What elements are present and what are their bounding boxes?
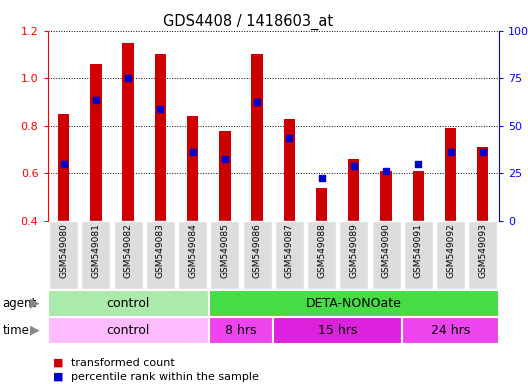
Point [188,149,197,155]
Bar [445,128,456,221]
Text: GSM549085: GSM549085 [220,223,229,278]
Text: GSM549080: GSM549080 [59,223,68,278]
Bar [251,55,263,221]
Point [382,168,390,174]
FancyBboxPatch shape [242,222,271,289]
Text: GSM549081: GSM549081 [91,223,100,278]
Bar [58,114,69,221]
Text: GSM549092: GSM549092 [446,223,455,278]
Text: GSM549083: GSM549083 [156,223,165,278]
Bar [48,290,209,317]
Bar [402,317,499,344]
Bar [413,171,424,221]
Text: GSM549088: GSM549088 [317,223,326,278]
Point [124,75,133,81]
Point [156,106,165,112]
Text: GSM549091: GSM549091 [414,223,423,278]
Point [478,149,487,155]
Text: GSM549086: GSM549086 [252,223,261,278]
Text: 15 hrs: 15 hrs [318,324,357,337]
Bar [477,147,488,221]
Point [60,161,68,167]
Point [414,161,422,167]
Bar [381,171,392,221]
FancyBboxPatch shape [404,222,433,289]
FancyBboxPatch shape [49,222,78,289]
Text: DETA-NONOate: DETA-NONOate [306,297,402,310]
Text: ■: ■ [53,372,63,382]
Bar [90,64,101,221]
Text: GSM549082: GSM549082 [124,223,133,278]
Bar [155,55,166,221]
Text: GSM549090: GSM549090 [382,223,391,278]
FancyBboxPatch shape [468,222,497,289]
Text: control: control [107,297,150,310]
Bar [187,116,199,221]
FancyBboxPatch shape [114,222,143,289]
FancyBboxPatch shape [340,222,369,289]
Text: GSM549084: GSM549084 [188,223,197,278]
FancyBboxPatch shape [275,222,304,289]
Bar [209,317,274,344]
Text: 24 hrs: 24 hrs [431,324,470,337]
Text: transformed count: transformed count [71,358,175,368]
Bar [348,159,360,221]
Point [317,175,326,181]
FancyBboxPatch shape [210,222,239,289]
Point [221,156,229,162]
Text: agent: agent [3,297,37,310]
Bar [48,317,209,344]
Bar [316,187,327,221]
Text: GSM549089: GSM549089 [350,223,359,278]
Text: time: time [3,324,30,337]
Text: GSM549087: GSM549087 [285,223,294,278]
Point [253,99,261,105]
FancyBboxPatch shape [307,222,336,289]
Bar [284,119,295,221]
FancyBboxPatch shape [81,222,110,289]
Point [446,149,455,155]
Point [92,96,100,103]
Text: GSM549093: GSM549093 [478,223,487,278]
Text: control: control [107,324,150,337]
Text: 8 hrs: 8 hrs [225,324,257,337]
FancyBboxPatch shape [436,222,465,289]
Text: ▶: ▶ [30,296,39,309]
Bar [274,317,402,344]
Text: ■: ■ [53,358,63,368]
Bar [209,290,499,317]
Bar [219,131,231,221]
Point [285,134,294,141]
Text: percentile rank within the sample: percentile rank within the sample [71,372,259,382]
FancyBboxPatch shape [372,222,401,289]
FancyBboxPatch shape [178,222,207,289]
Text: ▶: ▶ [30,323,39,336]
Point [350,163,358,169]
Text: GDS4408 / 1418603_at: GDS4408 / 1418603_at [163,13,333,30]
FancyBboxPatch shape [146,222,175,289]
Bar [122,43,134,221]
